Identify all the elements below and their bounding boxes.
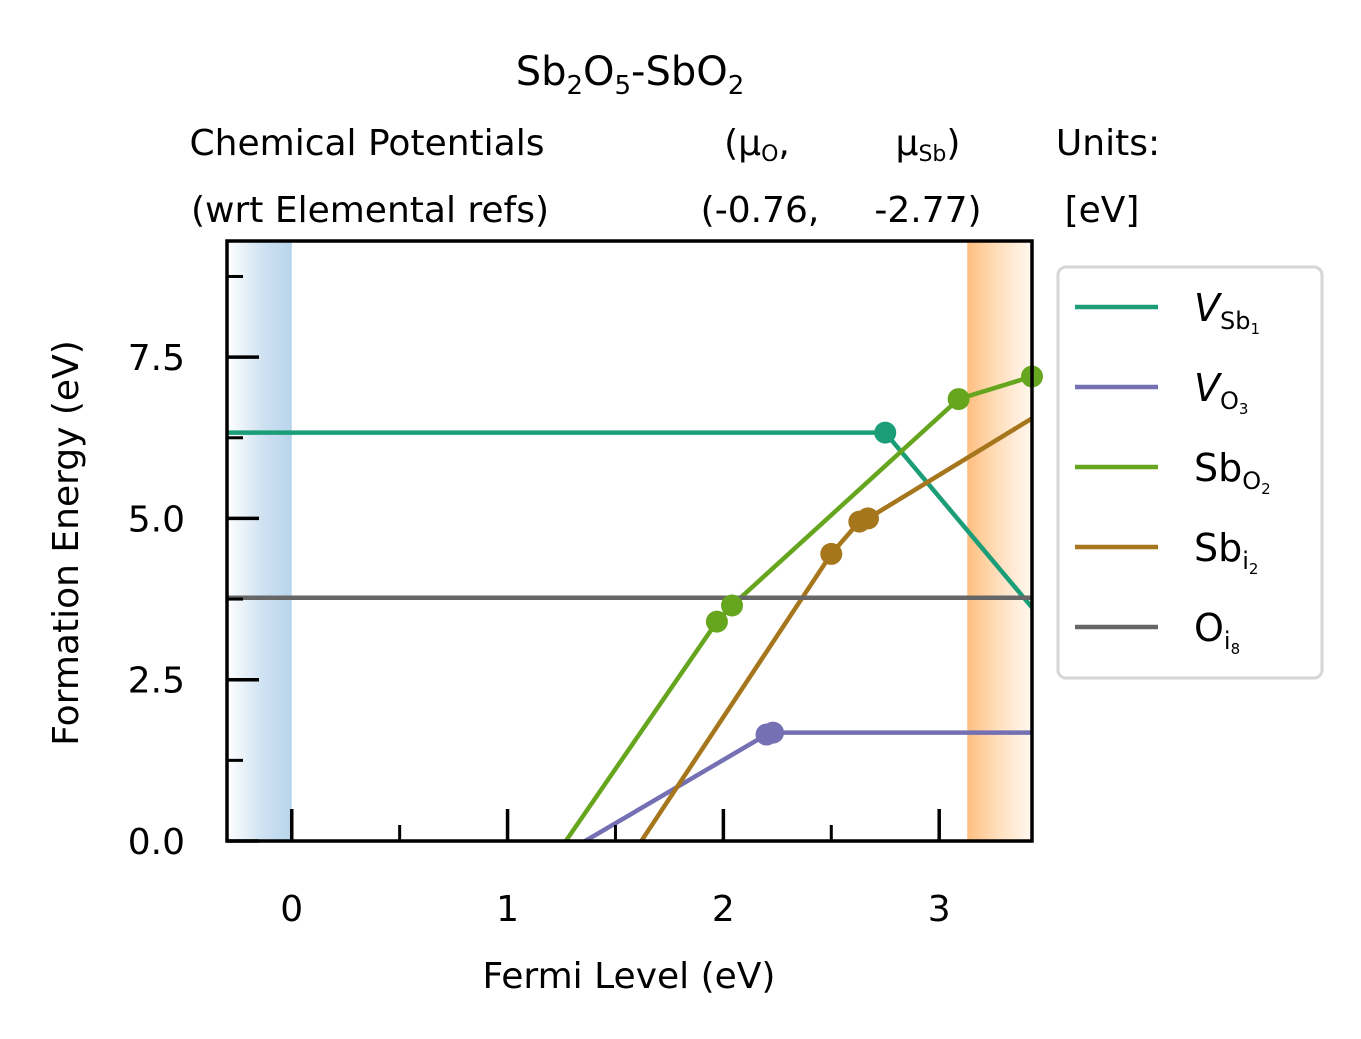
x-tick-label-0: 0: [280, 889, 303, 930]
legend-box: [1056, 265, 1324, 680]
header-mu-sb-value: -2.77): [874, 190, 981, 231]
legend: VSb1 VO3 SbO2 Sbi2 Oi8: [1075, 286, 1271, 658]
y-tick-label-1: 2.5: [128, 661, 185, 702]
header-wrt-refs: (wrt Elemental refs): [191, 190, 549, 231]
x-tick-label-1: 1: [496, 889, 519, 930]
x-tick-label-2: 2: [712, 889, 735, 930]
header-units-label: Units:: [1056, 123, 1160, 164]
marker-layer: [705, 365, 1043, 746]
series-3-marker-0: [820, 542, 843, 565]
series-line-0: [227, 430, 1032, 609]
vbm-shaded-region: [227, 241, 292, 841]
legend-label-1: VO3: [1194, 366, 1248, 418]
y-tick-label-3: 7.5: [128, 338, 185, 379]
series-layer: [227, 374, 1032, 841]
series-2-marker-2: [947, 388, 970, 411]
plot-frame: [225, 239, 1034, 843]
chart-title: Sb2O5-SbO2: [516, 49, 745, 101]
header-mu-sb: μSb): [896, 123, 961, 167]
y-axis-label: Formation Energy (eV): [46, 340, 87, 746]
header-chem-potentials: Chemical Potentials: [190, 123, 545, 164]
header-units-value: [eV]: [1065, 190, 1140, 231]
y-tick-label-0: 0.0: [128, 822, 185, 863]
tick-layer: 0 1 2 3 0.0 2.5 5.0 7.5: [128, 274, 951, 930]
series-line-2: [563, 374, 1032, 841]
series-1-marker-1: [762, 721, 785, 744]
header-mu-o-value: (-0.76,: [701, 190, 820, 231]
y-tick-label-2: 5.0: [128, 499, 185, 540]
series-0-marker-0: [874, 421, 897, 444]
series-3-marker-2: [856, 507, 879, 530]
legend-label-0: VSb1: [1194, 286, 1260, 338]
header-mu-o: (μO,: [724, 123, 790, 167]
x-axis-label: Fermi Level (eV): [483, 956, 776, 997]
legend-label-2: SbO2: [1194, 446, 1271, 498]
x-tick-label-3: 3: [928, 889, 951, 930]
series-2-marker-1: [721, 594, 744, 617]
series-2-marker-0: [705, 610, 728, 633]
legend-label-4: Oi8: [1194, 606, 1240, 658]
legend-label-3: Sbi2: [1194, 526, 1258, 578]
